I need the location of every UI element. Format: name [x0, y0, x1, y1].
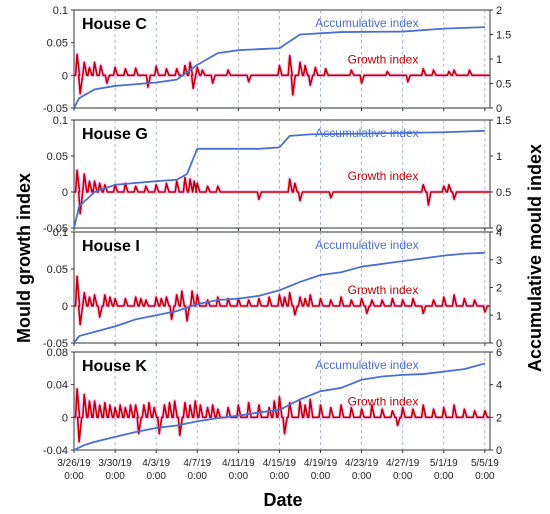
left-tick-label: 0.05 — [47, 151, 68, 163]
growth-index-label: Growth index — [348, 283, 419, 297]
accumulative-index-label: Accumulative index — [315, 358, 418, 372]
left-tick-label: 0.1 — [53, 115, 68, 127]
x-tick-label-date: 4/7/19 — [183, 458, 211, 469]
right-tick-label: 0.5 — [496, 79, 511, 91]
x-tick-label-date: 4/3/19 — [142, 458, 170, 469]
right-tick-label: 2 — [496, 412, 502, 424]
right-tick-label: 1.5 — [496, 115, 511, 127]
left-tick-label: 0.05 — [47, 38, 68, 50]
left-tick-label: -0.05 — [43, 103, 68, 115]
growth-index-label: Growth index — [348, 52, 419, 66]
left-tick-label: -0.05 — [43, 223, 68, 235]
right-tick-label: 0 — [496, 338, 502, 350]
left-tick-label: 0.1 — [53, 5, 68, 17]
x-axis-label: Date — [263, 490, 302, 510]
plot-area-frame — [73, 351, 491, 451]
panel-title: House K — [82, 358, 147, 375]
accumulative-index-label: Accumulative index — [315, 238, 418, 252]
right-tick-label: 3 — [496, 255, 502, 267]
y-axis-right-label: Accumulative mould index — [525, 144, 545, 372]
panel-house-c: 0.1 0.05 0 -0.05 2 1.5 1 0.5 0 House C Accumulativ… — [43, 5, 511, 115]
x-tick-label-time: 0:00 — [270, 471, 290, 482]
left-tick-label: -0.04 — [43, 445, 68, 457]
left-tick-label: 0.1 — [53, 227, 68, 239]
right-tick-label: 0.5 — [496, 187, 511, 199]
left-tick-label: 0.08 — [47, 347, 68, 359]
x-tick-label-time: 0:00 — [146, 471, 166, 482]
x-tick-label-date: 3/30/19 — [98, 458, 132, 469]
x-tick-label-date: 4/19/19 — [304, 458, 338, 469]
panel-title: House G — [82, 126, 148, 143]
right-tick-label: 2 — [496, 5, 502, 17]
x-tick-label-date: 5/1/19 — [430, 458, 458, 469]
growth-index-label: Growth index — [348, 169, 419, 183]
panel-house-g: 0.1 0.05 0 -0.05 1.5 1 0.5 0 House G Accumulative… — [43, 115, 511, 235]
accumulative-index-line — [73, 362, 486, 451]
growth-index-line — [74, 53, 490, 96]
right-tick-label: 0 — [496, 103, 502, 115]
right-tick-label: 4 — [496, 227, 502, 239]
x-tick-label-time: 0:00 — [434, 471, 454, 482]
panel-house-k: 0.08 0.04 0 -0.04 6 4 2 0 House K Accumulative in… — [43, 347, 502, 457]
x-tick-label-date: 4/23/19 — [345, 458, 379, 469]
x-tick-label-date: 4/11/19 — [222, 458, 255, 469]
right-tick-label: 0 — [496, 445, 502, 457]
x-tick-label-time: 0:00 — [64, 471, 84, 482]
x-tick-label-time: 0:00 — [475, 471, 495, 482]
x-tick-label-time: 0:00 — [311, 471, 331, 482]
panel-house-i: 0.1 0.05 0 -0.05 4 3 2 1 0 House I Accumulative in… — [43, 227, 502, 350]
growth-index-line — [74, 387, 490, 443]
left-tick-label: -0.05 — [43, 338, 68, 350]
plot-area-frame — [73, 231, 491, 344]
right-tick-label: 4 — [496, 380, 502, 392]
right-tick-label: 0 — [496, 223, 502, 235]
left-tick-label: 0 — [62, 187, 68, 199]
panel-title: House I — [82, 238, 140, 255]
x-tick-label-time: 0:00 — [393, 471, 413, 482]
left-tick-label: 0 — [62, 412, 68, 424]
right-tick-label: 6 — [496, 347, 502, 359]
accumulative-index-label: Accumulative index — [315, 16, 418, 30]
accumulative-index-label: Accumulative index — [315, 126, 418, 140]
growth-index-label: Growth index — [348, 394, 419, 408]
plot-area-frame — [73, 9, 491, 109]
right-tick-label: 1.5 — [496, 30, 511, 42]
x-tick-label-time: 0:00 — [229, 471, 249, 482]
right-tick-label: 1 — [496, 310, 502, 322]
x-tick-label-time: 0:00 — [188, 471, 208, 482]
plot-area-frame — [73, 119, 491, 229]
x-tick-label-date: 3/26/19 — [57, 458, 91, 469]
right-tick-label: 2 — [496, 283, 502, 295]
left-tick-label: 0 — [62, 70, 68, 82]
right-tick-label: 1 — [496, 54, 502, 66]
x-tick-label-time: 0:00 — [105, 471, 125, 482]
growth-index-line — [74, 275, 490, 326]
y-axis-left-label: Mould growth index — [14, 173, 34, 343]
x-tick-label-time: 0:00 — [352, 471, 372, 482]
accumulative-index-line — [73, 26, 485, 109]
x-tick-label-date: 4/27/19 — [386, 458, 420, 469]
x-tick-label-date: 4/15/19 — [263, 458, 297, 469]
accumulative-index-line — [73, 129, 485, 229]
panel-title: House C — [82, 16, 147, 33]
accumulative-index-line — [73, 251, 485, 344]
left-tick-label: 0.05 — [47, 264, 68, 276]
left-tick-label: 0 — [62, 301, 68, 313]
left-tick-label: 0.04 — [47, 380, 68, 392]
right-tick-label: 1 — [496, 151, 502, 163]
x-tick-label-date: 5/5/19 — [471, 458, 499, 469]
panels-group: 0.1 0.05 0 -0.05 2 1.5 1 0.5 0 House C Accumulativ… — [43, 5, 511, 482]
